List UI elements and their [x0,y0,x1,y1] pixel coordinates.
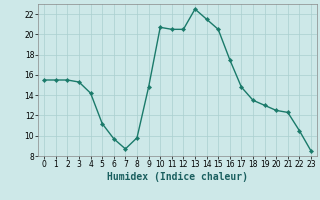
X-axis label: Humidex (Indice chaleur): Humidex (Indice chaleur) [107,172,248,182]
